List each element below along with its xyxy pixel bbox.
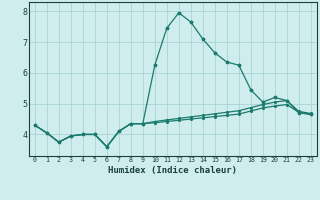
X-axis label: Humidex (Indice chaleur): Humidex (Indice chaleur): [108, 166, 237, 175]
